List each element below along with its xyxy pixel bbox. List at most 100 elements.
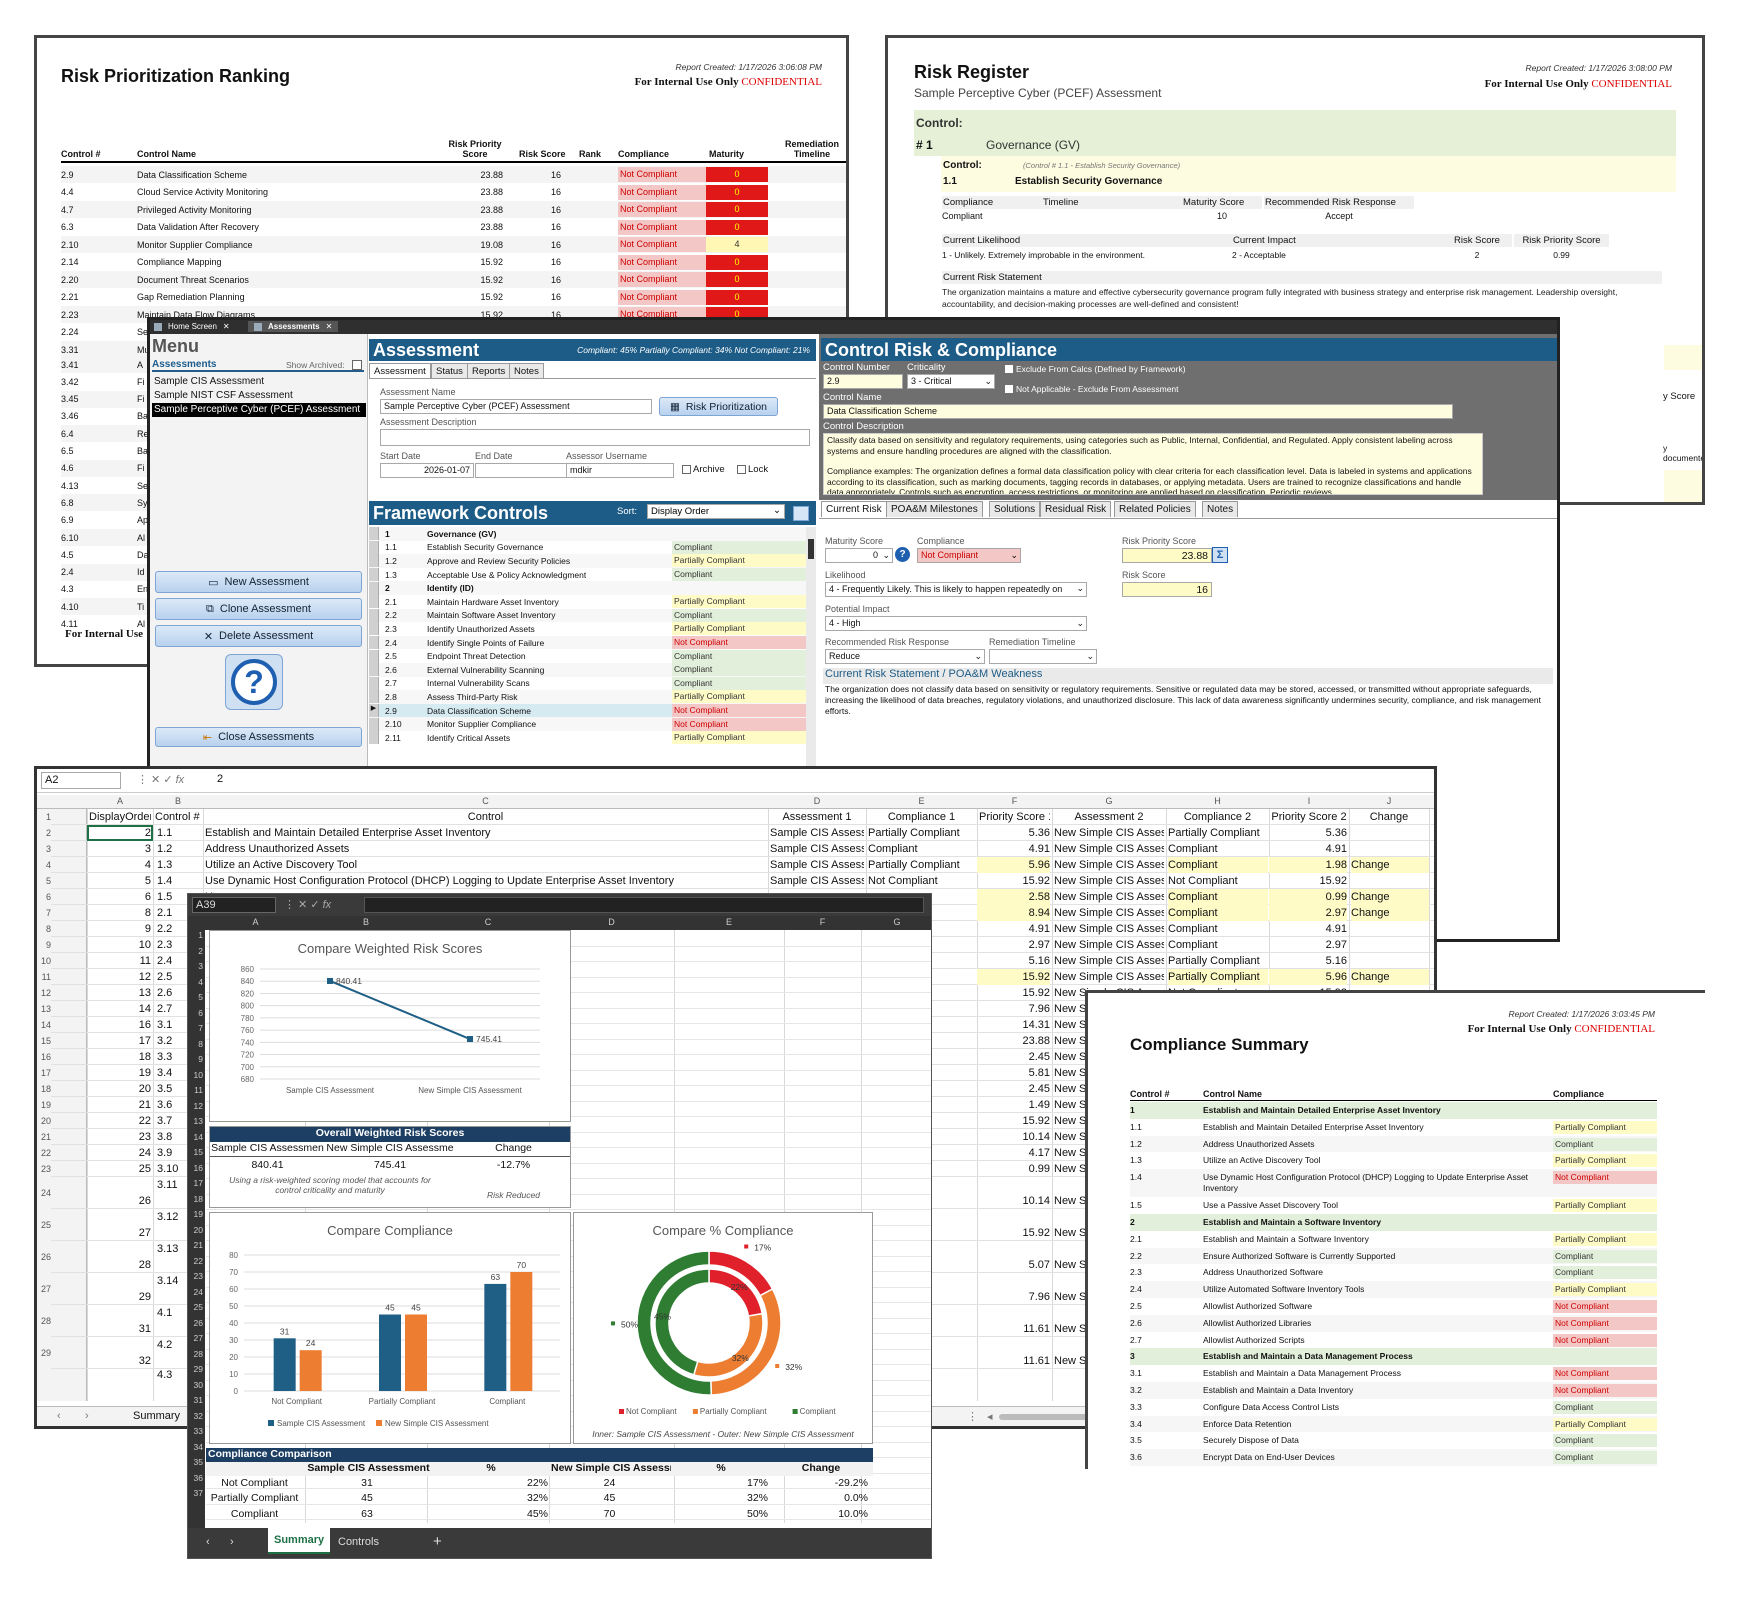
cell-control-num[interactable]: 3.2 <box>157 1035 173 1047</box>
cell-assessment-2[interactable]: New Simple CIS Asses <box>1054 875 1164 887</box>
row-selector[interactable] <box>369 568 379 582</box>
new-assessment-button[interactable]: ▭ New Assessment <box>155 571 362 593</box>
cell-assessment-1[interactable]: Sample CIS Assessme <box>770 843 864 855</box>
cell-compliance-1[interactable]: Partially Compliant <box>868 859 960 871</box>
cell-compliance-2[interactable]: Compliant <box>1168 905 1268 921</box>
cell-compliance-1[interactable]: Partially Compliant <box>868 827 960 839</box>
row-selector[interactable] <box>369 731 379 745</box>
sheet-area[interactable]: Compare Weighted Risk Scores 860 840 820 80… <box>206 930 931 1523</box>
col-j[interactable]: J <box>1386 796 1392 806</box>
column-label[interactable]: F <box>819 917 826 927</box>
row-number[interactable]: 30 <box>193 1379 203 1390</box>
row-number[interactable]: 31 <box>193 1395 203 1405</box>
column-label[interactable]: C <box>484 917 492 927</box>
cell-display-order[interactable]: 28 <box>138 1259 151 1271</box>
cell-control[interactable]: Establish and Maintain Detailed Enterpri… <box>205 827 491 839</box>
row-number[interactable]: 15 <box>40 1036 51 1046</box>
cell-display-order[interactable]: 11 <box>139 955 151 967</box>
row-selector[interactable] <box>369 717 379 731</box>
row-selector[interactable] <box>369 540 379 554</box>
cell-priority-1[interactable]: 15.92 <box>977 969 1050 985</box>
cell-control-num[interactable]: 3.4 <box>157 1067 173 1079</box>
cell-control-num[interactable]: 3.9 <box>157 1147 173 1159</box>
row-selector[interactable] <box>369 663 379 677</box>
cell-change[interactable]: Change <box>1351 857 1429 873</box>
cell-priority-1[interactable]: 15.92 <box>1022 987 1050 999</box>
header-cell[interactable]: Compliance 2 <box>1183 811 1252 823</box>
row-selector[interactable]: ▶ <box>369 704 379 718</box>
cell-display-order[interactable]: 10 <box>138 939 151 951</box>
row-number[interactable]: 2 <box>198 945 203 956</box>
assessor-field[interactable]: mdkir <box>566 463 674 478</box>
row-number[interactable]: 28 <box>193 1348 203 1359</box>
row-selector[interactable] <box>369 581 379 595</box>
cell-priority-1[interactable]: 4.91 <box>1028 843 1050 855</box>
cell-compliance-2[interactable]: Partially Compliant <box>1168 955 1260 967</box>
sort-select[interactable]: Display Order ⌄ <box>647 504 785 519</box>
sheet-tab-controls[interactable]: Controls <box>338 1536 379 1548</box>
row-number[interactable]: 16 <box>40 1052 51 1062</box>
sheet-tab-summary[interactable]: Summary <box>133 1410 181 1422</box>
end-date-field[interactable] <box>475 463 569 478</box>
cell-change[interactable]: Change <box>1351 905 1429 921</box>
row-number[interactable]: 20 <box>40 1116 51 1126</box>
row-number[interactable]: 19 <box>40 1100 51 1110</box>
cell-compliance-2[interactable]: Compliant <box>1168 923 1218 935</box>
tab-home[interactable]: Home Screen ✕ <box>154 322 230 331</box>
table-cell[interactable]: 10.0% <box>838 1507 868 1520</box>
table-cell[interactable]: 32% <box>746 1492 768 1505</box>
row-number[interactable]: 9 <box>198 1054 203 1064</box>
scroll-left-icon[interactable]: ◂ <box>987 1411 993 1423</box>
table-cell[interactable]: 31 <box>361 1477 373 1489</box>
row-number[interactable]: 3 <box>198 961 203 971</box>
table-cell[interactable]: Not Compliant <box>221 1477 288 1489</box>
row-number[interactable]: 11 <box>194 1085 203 1095</box>
cell-display-order[interactable]: 18 <box>138 1051 151 1063</box>
cell-priority-2[interactable]: 2.97 <box>1325 939 1347 951</box>
framework-row[interactable]: 1.3 Acceptable Use & Policy Acknowledgmen… <box>369 567 806 582</box>
col-a[interactable]: A <box>116 796 123 806</box>
table-cell[interactable]: 17% <box>746 1477 768 1489</box>
cell-priority-1[interactable]: 23.88 <box>1022 1035 1050 1047</box>
row-number[interactable]: 18 <box>193 1193 203 1204</box>
cell-priority-2[interactable]: 2.97 <box>1269 905 1347 921</box>
cell-compliance-2[interactable]: Compliant <box>1168 843 1218 855</box>
cell-display-order[interactable]: 6 <box>144 891 151 903</box>
cell-display-order[interactable]: 23 <box>138 1131 151 1143</box>
row-number[interactable]: 34 <box>193 1441 203 1452</box>
cell-control-num[interactable]: 3.6 <box>157 1099 173 1111</box>
close-icon[interactable]: ✕ <box>222 322 230 331</box>
stmt-text[interactable]: The organization does not classify data … <box>825 684 1541 716</box>
cell-display-order[interactable]: 5 <box>144 875 151 887</box>
sum-icon[interactable]: Σ <box>1212 547 1228 563</box>
row-number[interactable]: 23 <box>40 1164 51 1174</box>
cell-compliance-2[interactable]: Not Compliant <box>1168 875 1238 887</box>
cell-compliance-1[interactable]: Not Compliant <box>868 875 938 887</box>
cell-display-order[interactable]: 14 <box>138 1003 151 1015</box>
row-number[interactable]: 7 <box>198 1023 203 1033</box>
cell-control-num[interactable]: 1.1 <box>157 827 173 839</box>
row-number[interactable]: 8 <box>198 1038 203 1049</box>
tab-assessments[interactable]: Assessments ✕ <box>248 321 339 332</box>
col-g[interactable]: G <box>1105 796 1113 806</box>
row-number[interactable]: 24 <box>193 1286 203 1297</box>
cell-priority-1[interactable]: 11.61 <box>1023 1323 1050 1335</box>
col-c[interactable]: C <box>482 796 489 806</box>
column-label[interactable]: G <box>893 917 901 927</box>
cell-priority-1[interactable]: 4.91 <box>1028 923 1050 935</box>
sheet-options-icon[interactable]: ⋮ <box>967 1411 978 1423</box>
rec-select[interactable]: Reduce ⌄ <box>825 649 985 664</box>
row-number[interactable]: 8 <box>45 924 51 934</box>
row-number[interactable]: 6 <box>198 1007 203 1018</box>
assessment-name-field[interactable]: Sample Perceptive Cyber (PCEF) Assessmen… <box>380 399 652 414</box>
framework-row[interactable]: 2.6 External Vulnerability Scanning Compli… <box>369 663 806 677</box>
table-cell[interactable]: 45 <box>361 1492 373 1505</box>
risk-prioritization-button[interactable]: ▦ Risk Prioritization <box>659 397 778 416</box>
prev-sheet-icon[interactable]: ‹ <box>57 1410 61 1422</box>
control-number-field[interactable]: 2.9 <box>823 374 903 389</box>
cell-assessment-2[interactable]: New Simple CIS Asses <box>1054 843 1164 855</box>
header-cell[interactable]: Control # <box>155 811 200 823</box>
framework-row[interactable]: 1 Governance (GV) <box>369 527 806 541</box>
row-number[interactable]: 18 <box>40 1084 51 1094</box>
row-number[interactable]: 27 <box>40 1284 51 1294</box>
